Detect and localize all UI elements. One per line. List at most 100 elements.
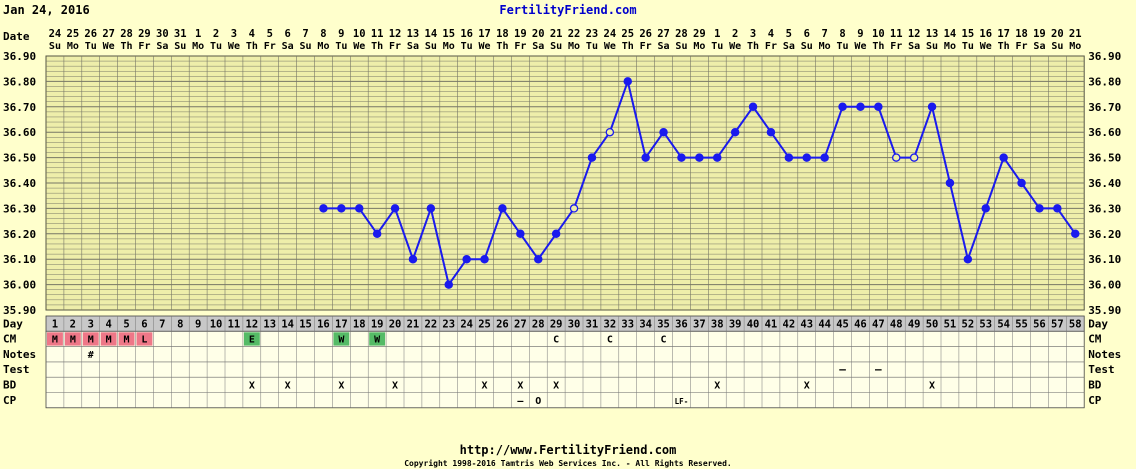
temperature-point bbox=[963, 254, 973, 264]
day-number: 20 bbox=[389, 318, 402, 330]
day-number: 4 bbox=[105, 318, 111, 330]
day-number: 25 bbox=[478, 318, 491, 330]
date-label: 14 bbox=[944, 28, 957, 40]
weekday-label: We bbox=[353, 41, 365, 52]
day-number: 36 bbox=[675, 318, 688, 330]
y-tick-label-left: 35.90 bbox=[3, 304, 36, 317]
day-number: 17 bbox=[335, 318, 348, 330]
weekday-label: Mo bbox=[568, 41, 580, 52]
day-number: 16 bbox=[317, 318, 330, 330]
date-label: 22 bbox=[568, 28, 581, 40]
weekday-label: Su bbox=[300, 41, 312, 52]
bd-mark: X bbox=[929, 381, 935, 392]
weekday-label: Mo bbox=[944, 41, 956, 52]
temperature-point bbox=[1017, 178, 1026, 188]
weekday-label: Tu bbox=[85, 41, 97, 52]
weekday-label: Mo bbox=[192, 41, 204, 52]
test-mark: – bbox=[875, 363, 882, 376]
weekday-label: Tu bbox=[335, 41, 347, 52]
weekday-label: Su bbox=[801, 41, 813, 52]
temperature-line-segment bbox=[716, 131, 736, 159]
cm-code: W bbox=[338, 335, 345, 346]
temperature-point bbox=[838, 102, 847, 112]
day-number: 28 bbox=[532, 318, 545, 330]
temperature-point bbox=[784, 153, 794, 162]
bd-mark: X bbox=[392, 381, 398, 392]
weekday-label: Sa bbox=[908, 41, 920, 52]
weekday-label: Th bbox=[246, 41, 258, 52]
cm-row-label: CM bbox=[3, 333, 17, 346]
y-tick-label-left: 36.20 bbox=[3, 228, 36, 241]
temperature-line-segment bbox=[948, 182, 969, 260]
day-row-label: Day bbox=[3, 317, 23, 330]
weekday-label: Fr bbox=[514, 41, 526, 52]
temperature-line-segment bbox=[823, 106, 844, 158]
temperature-point bbox=[319, 204, 328, 213]
temperature-line-segment bbox=[483, 208, 504, 260]
weekday-label: Tu bbox=[837, 41, 849, 52]
date-label: 31 bbox=[174, 28, 187, 40]
note-mark: # bbox=[88, 350, 94, 361]
y-tick-label-left: 36.50 bbox=[3, 152, 36, 165]
bd-mark: X bbox=[482, 381, 488, 392]
cm-code: M bbox=[124, 335, 130, 346]
weekday-label: We bbox=[729, 41, 741, 52]
day-number: 47 bbox=[872, 318, 885, 330]
weekday-label: We bbox=[103, 41, 115, 52]
temperature-line-segment bbox=[966, 208, 987, 260]
weekday-label: We bbox=[228, 41, 240, 52]
date-label: 11 bbox=[371, 28, 384, 40]
date-label: 10 bbox=[353, 28, 366, 40]
temperature-point-open bbox=[605, 127, 615, 137]
day-number: 37 bbox=[693, 318, 706, 330]
y-tick-label-right: 36.90 bbox=[1088, 50, 1121, 63]
weekday-label: Fr bbox=[389, 41, 401, 52]
weekday-label: We bbox=[479, 41, 491, 52]
date-label: 9 bbox=[338, 28, 344, 40]
temperature-point bbox=[1053, 204, 1062, 213]
weekday-label: Tu bbox=[210, 41, 222, 52]
cm-code: L bbox=[141, 335, 147, 346]
cm-code: C bbox=[661, 335, 667, 346]
day-number: 33 bbox=[621, 318, 634, 330]
temperature-point bbox=[766, 127, 776, 137]
temperature-line-segment bbox=[447, 258, 468, 286]
bd-mark: X bbox=[804, 381, 810, 392]
day-number: 13 bbox=[263, 318, 276, 330]
bd-mark: X bbox=[553, 381, 559, 392]
day-number: 58 bbox=[1069, 318, 1082, 330]
day-number: 12 bbox=[246, 318, 259, 330]
y-tick-label-right: 36.60 bbox=[1088, 126, 1121, 139]
temperature-line-segment bbox=[931, 106, 951, 184]
y-tick-label-right: 36.40 bbox=[1088, 177, 1121, 190]
temperature-line-segment bbox=[984, 157, 1005, 209]
date-label: 1 bbox=[714, 28, 720, 40]
site-title[interactable]: FertilityFriend.com bbox=[499, 3, 637, 17]
day-number: 39 bbox=[729, 318, 742, 330]
day-number: 50 bbox=[926, 318, 939, 330]
day-number: 29 bbox=[550, 318, 563, 330]
y-tick-label-left: 36.60 bbox=[3, 126, 36, 139]
temperature-point bbox=[927, 102, 937, 112]
temperature-point bbox=[623, 77, 633, 86]
day-number: 15 bbox=[299, 318, 312, 330]
day-number: 53 bbox=[979, 318, 992, 330]
temperature-point bbox=[981, 204, 991, 213]
bd-mark: X bbox=[517, 381, 523, 392]
y-tick-label-right: 36.20 bbox=[1088, 228, 1121, 241]
test-row-label: Test bbox=[3, 363, 30, 376]
day-number: 21 bbox=[407, 318, 420, 330]
day-number: 49 bbox=[908, 318, 921, 330]
date-label: 6 bbox=[284, 28, 290, 40]
y-tick-label-left: 36.90 bbox=[3, 50, 36, 63]
temperature-point-open bbox=[569, 204, 579, 213]
date-label: 18 bbox=[1015, 28, 1028, 40]
site-url[interactable]: http://www.FertilityFriend.com bbox=[459, 443, 677, 457]
temperature-point bbox=[999, 153, 1008, 162]
temperature-line-segment bbox=[394, 208, 414, 260]
day-number: 55 bbox=[1015, 318, 1028, 330]
cm-cell-fill bbox=[47, 332, 63, 346]
y-tick-label-left: 36.10 bbox=[3, 253, 36, 266]
date-label: 28 bbox=[120, 28, 133, 40]
temperature-point bbox=[677, 153, 686, 162]
